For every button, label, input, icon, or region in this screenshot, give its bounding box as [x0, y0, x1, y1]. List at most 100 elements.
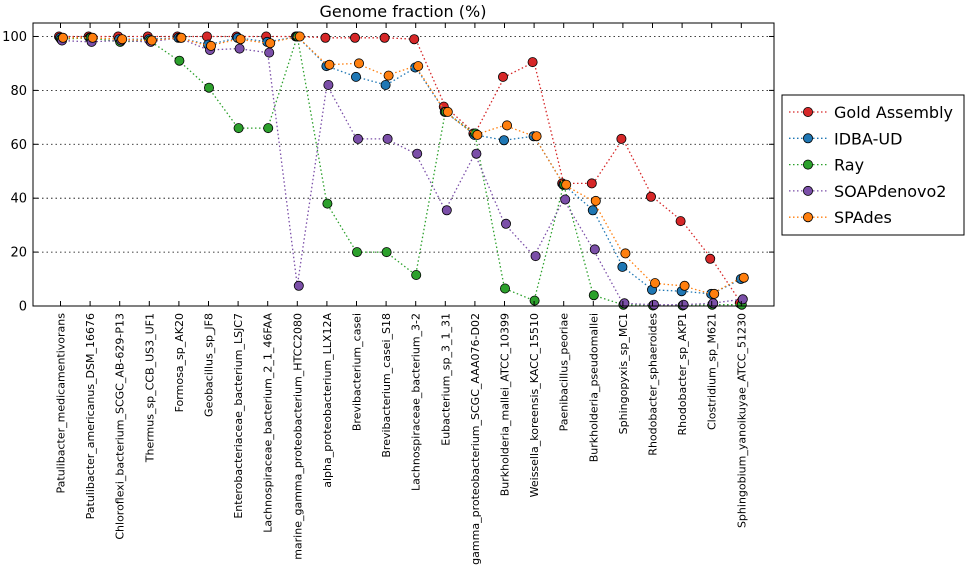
data-point — [588, 290, 599, 301]
x-tick-label: Patulibacter_medicamentivorans — [55, 313, 68, 494]
data-point — [382, 133, 393, 144]
x-tick-label: Lachnospiraceae_bacterium_3-2 — [410, 313, 423, 491]
series-group — [54, 31, 745, 309]
series-group — [56, 31, 747, 311]
legend-label: SPAdes — [834, 208, 892, 227]
data-point — [353, 58, 364, 69]
data-point — [737, 294, 748, 305]
data-point — [527, 57, 538, 68]
data-point — [471, 148, 482, 159]
x-tick-label: Paenibacillus_peoriae — [558, 313, 571, 432]
x-tick-label: Rhodobacter_sphaeroides — [647, 313, 660, 456]
data-point — [561, 179, 572, 190]
data-point — [620, 248, 631, 259]
x-tick-label: Sphingobium_yanoikuyae_ATCC_51230 — [735, 313, 748, 528]
data-point — [675, 216, 686, 227]
data-point — [413, 61, 424, 72]
series-group — [55, 31, 746, 299]
series-group — [57, 32, 748, 310]
legend-marker — [803, 107, 814, 118]
x-tick-label: Brevibacterium_casei_S18 — [380, 313, 393, 458]
data-point — [587, 205, 598, 216]
y-tick-label: 100 — [2, 30, 27, 45]
x-tick-label: Enterobacteriaceae_bacterium_LSJC7 — [232, 313, 245, 519]
data-point — [411, 269, 422, 280]
legend-marker — [803, 212, 814, 223]
data-point — [617, 261, 628, 272]
data-point — [234, 43, 245, 54]
legend-label: Gold Assembly — [834, 103, 953, 122]
legend: Gold Assembly IDBA-UD Ray SOAPdenovo2 SPAdes — [781, 94, 965, 236]
x-tick-label: Burkholderia_pseudomallei — [587, 313, 600, 462]
x-tick-label: Burkholderia_mallei_ATCC_10399 — [499, 313, 512, 496]
data-point — [498, 135, 509, 146]
data-point — [174, 55, 185, 66]
data-point — [497, 71, 508, 82]
data-point — [531, 131, 542, 142]
x-tick-label: Brevibacterium_casei — [351, 313, 364, 431]
plot-frame — [32, 22, 775, 307]
x-tick-label: Formosa_sp_AK20 — [173, 313, 186, 412]
data-point — [616, 133, 627, 144]
data-point — [501, 120, 512, 131]
data-point — [442, 106, 453, 117]
series-line — [60, 35, 742, 295]
y-tick-label: 20 — [10, 246, 27, 261]
data-point — [500, 218, 511, 229]
data-point — [322, 198, 333, 209]
data-point — [58, 32, 69, 43]
series-group — [58, 31, 749, 299]
data-point — [383, 70, 394, 81]
axis-ticks: 0 20 40 60 80 100 Patulibacter_medicamentivora… — [2, 23, 774, 565]
data-point — [205, 40, 216, 51]
data-point — [381, 247, 392, 258]
data-point — [650, 278, 661, 289]
x-tick-label: Lachnospiraceae_bacterium_2_1_46FAA — [262, 313, 275, 533]
data-point — [351, 247, 362, 258]
data-point — [705, 253, 716, 264]
series-line — [60, 37, 742, 306]
x-tick-label: marine_gamma_proteobacterium_HTCC2080 — [291, 313, 304, 560]
x-tick-label: Thermus_sp_CCB_US3_UF1 — [143, 313, 156, 463]
data-point — [117, 34, 128, 45]
x-tick-label: Eubacterium_sp_3_1_31 — [439, 313, 452, 446]
data-point — [738, 272, 749, 283]
x-tick-label: Geobacillus_sp_JF8 — [203, 313, 216, 417]
x-tick-label: Patulibacter_americanus_DSM_16676 — [84, 313, 97, 519]
data-point — [293, 280, 304, 291]
x-tick-label: Clostridium_sp_M621 — [706, 313, 719, 430]
x-tick-label: Weissella_koreensis_KACC_15510 — [528, 313, 541, 497]
data-point — [678, 299, 689, 310]
data-point — [709, 288, 720, 299]
data-point — [499, 283, 510, 294]
y-gridlines — [33, 36, 774, 307]
data-point — [349, 32, 360, 43]
data-point — [646, 191, 657, 202]
legend-label: Ray — [834, 156, 864, 175]
data-point — [589, 244, 600, 255]
data-point — [380, 80, 391, 91]
data-point — [530, 251, 541, 262]
y-tick-label: 60 — [10, 138, 27, 153]
data-point — [235, 34, 246, 45]
x-tick-label: Sphingopyxis_sp_MC1 — [617, 313, 630, 434]
data-point — [323, 80, 334, 91]
x-tick-label: alpha_proteobacterium_LLX12A — [321, 313, 334, 488]
x-tick-label: gamma_proteobacterium_SCGC_AAA076-D02 — [469, 313, 482, 565]
series-line — [60, 35, 742, 295]
data-point — [560, 194, 571, 205]
legend-marker — [803, 133, 814, 144]
data-point — [472, 129, 483, 140]
data-point — [350, 71, 361, 82]
x-tick-label: Rhodobacter_sp_AKP1 — [676, 313, 689, 436]
legend-marker — [803, 185, 814, 196]
data-point — [264, 47, 275, 58]
data-point — [412, 148, 423, 159]
data-point — [146, 35, 157, 46]
data-point — [263, 123, 274, 134]
data-point — [441, 205, 452, 216]
y-tick-label: 80 — [10, 84, 27, 99]
data-point — [649, 299, 660, 310]
data-point — [352, 133, 363, 144]
